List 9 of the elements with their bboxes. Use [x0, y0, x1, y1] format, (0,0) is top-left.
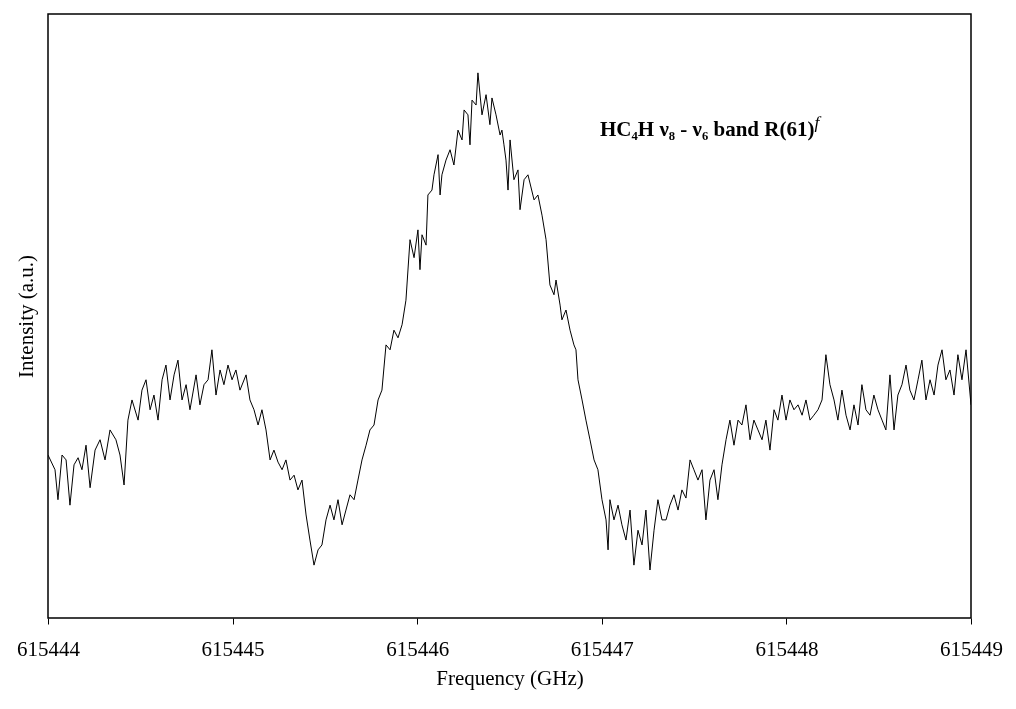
x-tick-label: 615447 — [570, 636, 634, 661]
x-axis-title: Frequency (GHz) — [436, 665, 584, 690]
x-tick-label: 615449 — [940, 636, 1003, 661]
x-tick-label: 615446 — [386, 636, 450, 661]
x-tick-label: 615448 — [755, 636, 819, 661]
x-tick-label: 615444 — [17, 636, 81, 661]
y-axis-title: Intensity (a.u.) — [13, 254, 38, 379]
annotation: HC₄H ν₈ - ν₆ band R(61)$^{f}$ — [600, 112, 820, 142]
x-tick-label: 615445 — [201, 636, 265, 661]
